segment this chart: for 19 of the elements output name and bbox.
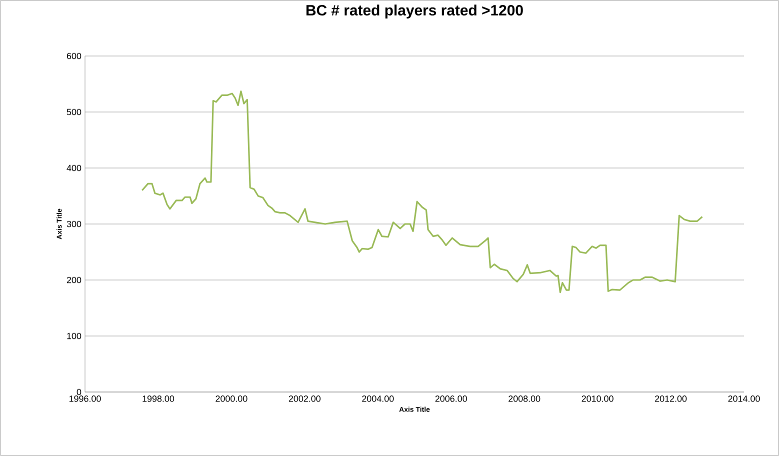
y-tick-label: 300: [66, 220, 82, 228]
line-series: [141, 90, 704, 294]
x-tick-label: 2014.00: [728, 396, 760, 402]
x-tick-label: 2010.00: [582, 396, 614, 402]
y-tick-label: 100: [67, 332, 82, 340]
x-tick-label: 2008.00: [508, 396, 540, 402]
x-tick-label: 1998.00: [142, 396, 174, 402]
x-tick-label: 2012.00: [655, 396, 687, 402]
y-tick-label: 0: [76, 388, 82, 396]
y-tick-label: 400: [66, 164, 82, 172]
x-tick-label: 2006.00: [435, 396, 467, 402]
y-tick-label: 500: [66, 108, 82, 116]
x-tick-label: 2000.00: [216, 396, 248, 402]
y-tick-label: 200: [66, 276, 82, 284]
x-tick-label: 1996.00: [69, 396, 101, 402]
x-tick-label: 2004.00: [362, 396, 394, 402]
chart-title: BC # rated players rated >1200: [306, 4, 523, 18]
y-tick-label: 600: [66, 52, 82, 60]
x-tick-label: 2002.00: [288, 396, 321, 402]
